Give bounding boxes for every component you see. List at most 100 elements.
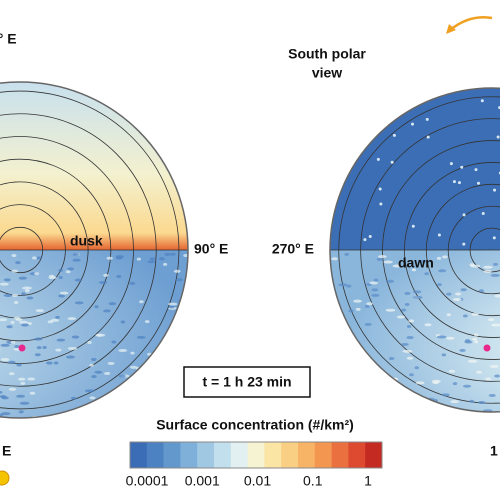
speckle	[467, 359, 478, 363]
speckle	[383, 260, 393, 264]
speckle	[24, 289, 30, 293]
speckle	[19, 401, 30, 405]
speckle	[426, 135, 430, 139]
speckle	[389, 406, 395, 410]
speckle	[0, 358, 10, 362]
colorbar-swatch	[214, 442, 232, 468]
speckle	[469, 399, 475, 403]
speckle	[98, 280, 108, 284]
speckle	[66, 355, 76, 359]
speckle	[140, 385, 145, 389]
speckle	[154, 368, 163, 372]
speckle	[442, 255, 448, 259]
speckle	[72, 258, 81, 262]
speckle	[366, 379, 376, 383]
colorbar-swatch	[348, 442, 366, 468]
speckle	[330, 330, 334, 334]
speckle	[460, 165, 464, 169]
speckle	[411, 268, 417, 272]
speckle	[492, 236, 496, 240]
speckle	[107, 361, 115, 365]
speckle	[20, 381, 26, 385]
speckle	[417, 259, 427, 263]
speckle	[168, 302, 178, 306]
speckle	[103, 273, 109, 277]
speckle	[35, 256, 42, 260]
speckle	[130, 351, 135, 355]
speckle	[1, 412, 11, 416]
speckle	[8, 372, 15, 376]
speckle	[67, 317, 77, 321]
speckle	[353, 393, 358, 397]
speckle	[72, 253, 80, 257]
speckle	[89, 396, 96, 400]
speckle	[127, 401, 132, 405]
speckle	[480, 99, 484, 103]
rotation-arrow	[449, 16, 493, 31]
speckle	[156, 376, 162, 380]
speckle	[355, 307, 361, 311]
speckle	[409, 373, 414, 377]
speckle	[481, 211, 485, 215]
speckle	[471, 312, 479, 316]
speckle	[385, 279, 395, 283]
speckle	[56, 338, 66, 342]
speckle	[34, 272, 40, 276]
speckle	[36, 346, 42, 350]
speckle	[139, 300, 144, 304]
speckle	[55, 348, 62, 352]
speckle	[331, 378, 337, 382]
speckle	[400, 342, 409, 346]
speckle	[11, 254, 17, 258]
speckle	[462, 314, 468, 318]
speckle	[50, 318, 60, 322]
speckle	[491, 323, 500, 327]
speckle	[136, 335, 146, 339]
speckle	[87, 340, 92, 344]
speckle	[366, 302, 373, 306]
speckle	[411, 224, 415, 228]
speckle	[330, 409, 336, 412]
speckle	[449, 162, 453, 166]
colorbar-tick-label: 0.01	[244, 473, 271, 489]
speckle	[94, 370, 103, 374]
speckle	[406, 324, 412, 328]
speckle	[436, 256, 442, 260]
speckle	[363, 238, 367, 242]
speckle	[353, 299, 362, 303]
speckle	[48, 274, 55, 278]
speckle	[446, 313, 451, 317]
speckle	[406, 336, 414, 340]
speckle	[74, 301, 84, 305]
speckle	[446, 336, 455, 340]
speckle	[22, 286, 32, 290]
speckle	[32, 256, 37, 260]
colorbar-swatch	[230, 442, 248, 468]
speckle	[334, 385, 341, 389]
speckle	[355, 371, 365, 375]
speckle	[3, 293, 13, 297]
speckle	[436, 335, 447, 339]
speckle	[441, 353, 447, 357]
speckle	[11, 269, 19, 273]
speckle	[10, 320, 15, 324]
speckle	[452, 297, 462, 301]
speckle	[15, 261, 21, 265]
speckle	[18, 410, 24, 414]
speckle	[493, 188, 497, 192]
colorbar-title: Surface concentration (#/km²)	[156, 417, 354, 433]
speckle	[405, 393, 413, 397]
speckle	[350, 375, 359, 379]
speckle	[346, 284, 352, 288]
speckle	[493, 262, 498, 266]
speckle	[58, 276, 63, 280]
marker	[483, 344, 491, 352]
speckle	[330, 348, 337, 352]
speckle	[402, 349, 413, 353]
speckle	[452, 382, 458, 386]
speckle	[376, 399, 382, 403]
speckle	[129, 281, 136, 285]
speckle	[462, 384, 472, 388]
